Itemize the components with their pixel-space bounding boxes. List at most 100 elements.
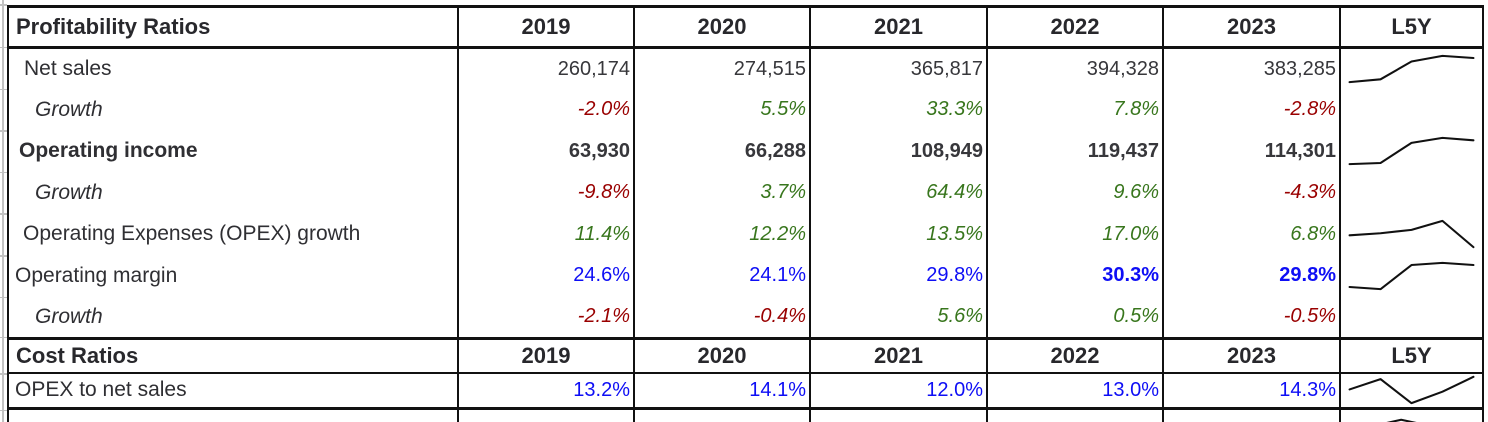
cell-net-sales-growth-2022[interactable]: 7.8% [986, 89, 1162, 131]
operating-income-sparkline [1348, 137, 1475, 166]
column-header-l5y[interactable]: L5Y [1339, 339, 1482, 372]
row-opex-growth: Operating Expenses (OPEX) growth 11.4% 1… [9, 213, 1482, 255]
cell-operating-margin-2020[interactable]: 24.1% [633, 255, 809, 297]
cell-operating-margin-l5y[interactable] [1339, 255, 1482, 297]
cell-opex-growth-l5y[interactable] [1339, 213, 1482, 255]
row-gridline-tick [0, 171, 7, 173]
cell-operating-margin-growth-l5y[interactable] [1339, 296, 1482, 337]
net-sales-sparkline [1348, 54, 1475, 84]
cell-operating-margin-2022[interactable]: 30.3% [986, 255, 1162, 297]
cell-opex-growth-2020[interactable]: 12.2% [633, 213, 809, 255]
cell-opex-to-net-sales-2020[interactable]: 14.1% [633, 373, 809, 407]
cell-net-sales-growth-2021[interactable]: 33.3% [809, 89, 986, 131]
opex-to-net-sales-sparkline [1348, 376, 1475, 405]
financial-ratios-table: Profitability Ratios 2019 2020 2021 2022… [7, 5, 1484, 422]
cell-operating-income-growth-2020[interactable]: 3.7% [633, 172, 809, 214]
cell-operating-income-growth-2023[interactable]: -4.3% [1162, 172, 1339, 214]
cell-operating-margin-growth-2022[interactable]: 0.5% [986, 296, 1162, 337]
section-title-cost-ratios[interactable]: Cost Ratios [16, 342, 139, 368]
section-header-cost-ratios: Cost Ratios 2019 2020 2021 2022 2023 L5Y [9, 336, 1482, 374]
cell-operating-margin-2023[interactable]: 29.8% [1162, 255, 1339, 297]
cell-operating-income-2020[interactable]: 66,288 [633, 130, 809, 172]
cell-operating-margin-growth-2019[interactable]: -2.1% [457, 296, 633, 337]
cell-net-sales-2020[interactable]: 274,515 [633, 49, 809, 89]
row-label-operating-income[interactable]: Operating income [19, 139, 198, 163]
column-header-2019[interactable]: 2019 [457, 339, 633, 372]
cell-opex-growth-2022[interactable]: 17.0% [986, 213, 1162, 255]
cell-opex-to-net-sales-2022[interactable]: 13.0% [986, 373, 1162, 407]
cell-opex-growth-2023[interactable]: 6.8% [1162, 213, 1339, 255]
cell-net-sales-2019[interactable]: 260,174 [457, 49, 633, 89]
row-gridline-tick [0, 373, 7, 375]
column-header-2019[interactable]: 2019 [457, 8, 633, 46]
cell-operating-margin-growth-2023[interactable]: -0.5% [1162, 296, 1339, 337]
cell-empty[interactable] [1162, 410, 1339, 422]
cell-net-sales-2022[interactable]: 394,328 [986, 49, 1162, 89]
cell-operating-margin-growth-2021[interactable]: 5.6% [809, 296, 986, 337]
cell-net-sales-growth-l5y[interactable] [1339, 89, 1482, 131]
cell-net-sales-l5y[interactable] [1339, 49, 1482, 89]
cell-net-sales-growth-2020[interactable]: 5.5% [633, 89, 809, 131]
column-header-2023[interactable]: 2023 [1162, 339, 1339, 372]
column-header-2020[interactable]: 2020 [633, 8, 809, 46]
row-gridline-tick [0, 46, 7, 48]
cell-empty[interactable] [9, 410, 457, 422]
row-operating-margin-growth: Growth -2.1% -0.4% 5.6% 0.5% -0.5% [9, 296, 1482, 337]
cell-operating-income-2019[interactable]: 63,930 [457, 130, 633, 172]
cell-operating-income-l5y[interactable] [1339, 130, 1482, 172]
row-label-operating-margin[interactable]: Operating margin [15, 263, 178, 287]
cell-operating-income-2023[interactable]: 114,301 [1162, 130, 1339, 172]
cell-operating-income-growth-2021[interactable]: 64.4% [809, 172, 986, 214]
cell-operating-margin-growth-2020[interactable]: -0.4% [633, 296, 809, 337]
cell-operating-income-2022[interactable]: 119,437 [986, 130, 1162, 172]
row-net-sales-growth: Growth -2.0% 5.5% 33.3% 7.8% -2.8% [9, 89, 1482, 131]
cell-empty[interactable] [633, 410, 809, 422]
row-label-opex-to-net-sales[interactable]: OPEX to net sales [15, 378, 187, 402]
row-label-net-sales-growth[interactable]: Growth [35, 97, 103, 121]
row-gridline-tick [0, 296, 7, 298]
row-label-operating-margin-growth[interactable]: Growth [35, 304, 103, 328]
cell-net-sales-2021[interactable]: 365,817 [809, 49, 986, 89]
column-header-2022[interactable]: 2022 [986, 8, 1162, 46]
row-operating-margin: Operating margin 24.6% 24.1% 29.8% 30.3%… [9, 255, 1482, 297]
sheet-gridline-vertical [2, 0, 4, 422]
row-gridline-tick [0, 88, 7, 90]
column-header-2021[interactable]: 2021 [809, 339, 986, 372]
cell-opex-growth-2019[interactable]: 11.4% [457, 213, 633, 255]
cell-net-sales-2023[interactable]: 383,285 [1162, 49, 1339, 89]
row-label-net-sales[interactable]: Net sales [24, 57, 112, 80]
row-label-operating-income-growth[interactable]: Growth [35, 180, 103, 204]
cell-net-sales-growth-2019[interactable]: -2.0% [457, 89, 633, 131]
cell-operating-income-growth-2019[interactable]: -9.8% [457, 172, 633, 214]
cell-operating-income-growth-2022[interactable]: 9.6% [986, 172, 1162, 214]
opex-growth-sparkline [1348, 220, 1475, 249]
column-header-2021[interactable]: 2021 [809, 8, 986, 46]
row-gridline-tick [0, 336, 7, 338]
row-gridline-tick [0, 409, 7, 411]
cell-operating-margin-2019[interactable]: 24.6% [457, 255, 633, 297]
cell-partial-l5y[interactable] [1339, 410, 1482, 422]
column-header-2022[interactable]: 2022 [986, 339, 1162, 372]
cell-opex-to-net-sales-2023[interactable]: 14.3% [1162, 373, 1339, 407]
cell-net-sales-growth-2023[interactable]: -2.8% [1162, 89, 1339, 131]
cell-opex-to-net-sales-2019[interactable]: 13.2% [457, 373, 633, 407]
column-header-2023[interactable]: 2023 [1162, 8, 1339, 46]
cell-opex-growth-2021[interactable]: 13.5% [809, 213, 986, 255]
cell-operating-income-2021[interactable]: 108,949 [809, 130, 986, 172]
cell-empty[interactable] [986, 410, 1162, 422]
column-header-l5y[interactable]: L5Y [1339, 8, 1482, 46]
operating-margin-sparkline [1348, 261, 1475, 290]
section-title-profitability[interactable]: Profitability Ratios [16, 14, 211, 39]
cell-opex-to-net-sales-2021[interactable]: 12.0% [809, 373, 986, 407]
column-header-2020[interactable]: 2020 [633, 339, 809, 372]
cell-opex-to-net-sales-l5y[interactable] [1339, 373, 1482, 407]
cell-empty[interactable] [457, 410, 633, 422]
cell-empty[interactable] [809, 410, 986, 422]
partial-sparkline-tip [1386, 418, 1417, 422]
row-gridline-tick [0, 255, 7, 257]
row-operating-income-growth: Growth -9.8% 3.7% 64.4% 9.6% -4.3% [9, 172, 1482, 214]
cell-operating-income-growth-l5y[interactable] [1339, 172, 1482, 214]
row-label-opex-growth[interactable]: Operating Expenses (OPEX) growth [23, 222, 361, 246]
cell-operating-margin-2021[interactable]: 29.8% [809, 255, 986, 297]
